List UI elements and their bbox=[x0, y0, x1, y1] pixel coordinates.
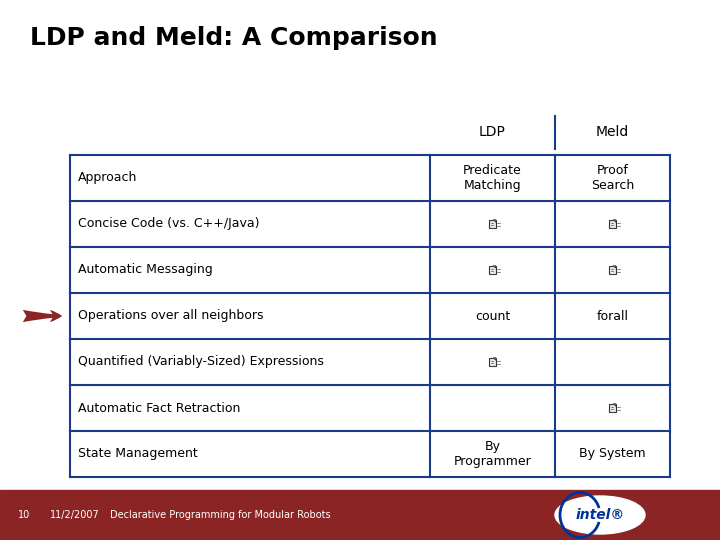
Text: 10: 10 bbox=[18, 510, 30, 520]
Text: Declarative Programming for Modular Robots: Declarative Programming for Modular Robo… bbox=[110, 510, 330, 520]
Text: By
Programmer: By Programmer bbox=[454, 440, 531, 468]
Bar bbox=[609, 266, 616, 274]
Polygon shape bbox=[493, 357, 496, 360]
Text: Automatic Fact Retraction: Automatic Fact Retraction bbox=[78, 402, 240, 415]
Ellipse shape bbox=[555, 496, 645, 534]
Text: State Management: State Management bbox=[78, 448, 198, 461]
Polygon shape bbox=[493, 266, 496, 268]
Polygon shape bbox=[613, 404, 616, 406]
Text: LDP: LDP bbox=[479, 125, 506, 139]
Bar bbox=[490, 220, 496, 228]
Text: Approach: Approach bbox=[78, 172, 138, 185]
Polygon shape bbox=[493, 220, 496, 222]
Polygon shape bbox=[613, 220, 616, 222]
Text: Predicate
Matching: Predicate Matching bbox=[463, 164, 522, 192]
Text: intel®: intel® bbox=[575, 508, 625, 522]
Bar bbox=[490, 357, 496, 366]
Text: Proof
Search: Proof Search bbox=[591, 164, 634, 192]
Text: LDP and Meld: A Comparison: LDP and Meld: A Comparison bbox=[30, 26, 438, 50]
Bar bbox=[609, 220, 616, 228]
Bar bbox=[490, 266, 496, 274]
Text: By System: By System bbox=[579, 448, 646, 461]
Polygon shape bbox=[613, 266, 616, 268]
Bar bbox=[0, 490, 720, 540]
Text: 11/2/2007: 11/2/2007 bbox=[50, 510, 100, 520]
Text: Meld: Meld bbox=[596, 125, 629, 139]
Text: Automatic Messaging: Automatic Messaging bbox=[78, 264, 212, 276]
Bar bbox=[609, 404, 616, 412]
Text: forall: forall bbox=[596, 309, 629, 322]
Text: count: count bbox=[475, 309, 510, 322]
Text: Quantified (Variably-Sized) Expressions: Quantified (Variably-Sized) Expressions bbox=[78, 355, 324, 368]
Text: Concise Code (vs. C++/Java): Concise Code (vs. C++/Java) bbox=[78, 218, 259, 231]
Text: Operations over all neighbors: Operations over all neighbors bbox=[78, 309, 264, 322]
